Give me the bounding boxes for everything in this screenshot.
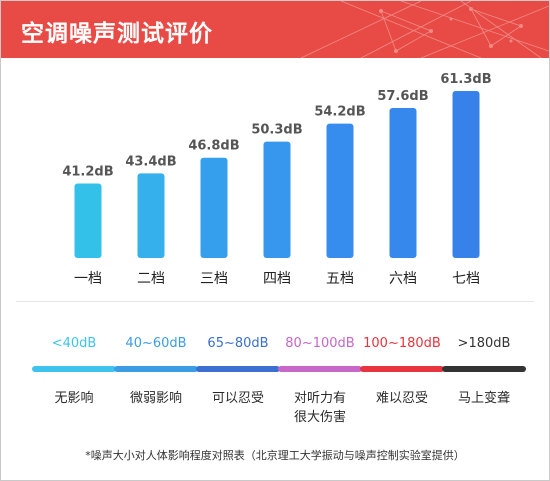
legend-item: 40~60dB 微弱影响 (114, 335, 198, 408)
legend-range: 65~80dB (207, 336, 269, 351)
legend-range: >180dB (457, 336, 511, 351)
bar (452, 91, 480, 258)
legend-description: 可以忍受 (211, 391, 264, 406)
legend-description: 马上变聋 (457, 391, 510, 406)
category-label: 二档 (137, 271, 165, 287)
legend-item: >180dB 马上变聋 (442, 335, 526, 408)
category-label: 五档 (326, 271, 354, 287)
category-label: 七档 (452, 271, 480, 287)
legend-color-bar (196, 366, 280, 372)
legend-range: 40~60dB (125, 336, 187, 351)
data-label: 43.4dB (125, 154, 176, 169)
legend-color-bar (114, 366, 198, 372)
legend-range: <40dB (51, 336, 97, 351)
legend-description: 难以忍受 (375, 391, 428, 406)
legend-item: <40dB 无影响 (32, 335, 116, 408)
bar (389, 108, 417, 258)
data-label: 50.3dB (251, 123, 302, 138)
legend-item: 80~100dB 对听力有 很大伤害 (278, 335, 362, 427)
legend-color-bar (278, 366, 362, 372)
data-label: 61.3dB (440, 72, 491, 87)
category-label: 三档 (200, 271, 228, 287)
category-label: 六档 (389, 271, 417, 287)
legend-description: 无影响 (54, 391, 94, 406)
legend-item: 65~80dB 可以忍受 (196, 335, 280, 408)
legend-item: 100~180dB 难以忍受 (360, 335, 444, 408)
legend-range: 100~180dB (363, 336, 441, 351)
legend-color-bar (32, 366, 116, 372)
bar (74, 183, 102, 258)
page-title: 空调噪声测试评价 (21, 21, 213, 47)
category-label: 四档 (263, 271, 291, 287)
data-label: 54.2dB (314, 105, 365, 120)
legend-description: 微弱影响 (129, 391, 182, 406)
category-label: 一档 (74, 271, 102, 287)
bar (200, 157, 228, 258)
bar (263, 141, 291, 258)
footnote: *噪声大小对人体影响程度对照表（北京理工大学振动与噪声控制实验室提供） (85, 449, 465, 462)
legend-color-bar (360, 366, 444, 372)
header-pattern (300, 1, 549, 58)
bar-chart: 41.2dB 一档 43.4dB 二档 46.8dB 三档 50.3dB 四档 54.2dB 五档… (62, 72, 491, 287)
bar (137, 173, 165, 258)
divider (16, 301, 534, 302)
data-label: 46.8dB (188, 139, 239, 154)
header-banner: 空调噪声测试评价 (1, 1, 549, 58)
legend-color-bar (442, 366, 526, 372)
legend-description: 对听力有 很大伤害 (293, 391, 346, 425)
data-label: 41.2dB (62, 164, 113, 179)
noise-legend: <40dB 无影响 40~60dB 微弱影响 65~80dB 可以忍受 80~100dB 对听… (32, 335, 532, 445)
bar (326, 123, 354, 258)
data-label: 57.6dB (377, 89, 428, 104)
legend-range: 80~100dB (285, 336, 355, 351)
